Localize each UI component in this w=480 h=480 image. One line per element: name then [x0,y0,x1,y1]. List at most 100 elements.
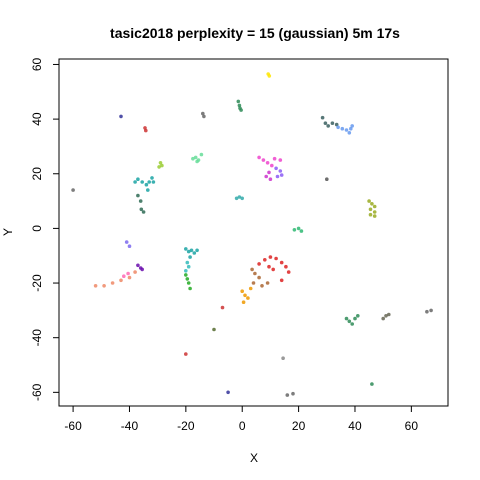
data-point [321,116,325,120]
data-point [260,284,264,288]
data-point [336,126,340,130]
data-point [242,300,246,304]
y-tick-label: 0 [30,225,44,232]
data-point [144,129,148,133]
data-point [200,153,204,157]
data-point [239,108,243,112]
x-tick-label: -20 [177,419,195,433]
data-point [147,180,151,184]
data-point [111,281,115,285]
data-point [280,279,284,283]
data-point [188,287,192,291]
data-point [373,205,377,209]
data-point [128,276,132,280]
data-point [252,281,256,285]
data-point [133,180,137,184]
data-point [264,175,268,179]
data-point [270,164,274,168]
data-point [267,265,271,269]
data-point [370,382,374,386]
data-point [226,391,230,395]
data-point [291,392,295,396]
data-point [212,328,216,332]
chart-title: tasic2018 perplexity = 15 (gaussian) 5m … [110,25,400,41]
data-point [325,177,329,181]
x-axis-label: X [250,451,258,465]
x-tick-label: -40 [121,419,139,433]
data-point [152,180,156,184]
data-point [269,255,273,259]
data-point [297,227,301,231]
data-point [274,167,278,171]
data-point [190,249,194,253]
data-point [286,393,290,397]
x-tick-label: -60 [64,419,82,433]
data-point [102,284,106,288]
data-point [268,74,272,78]
data-point [128,244,132,248]
data-point [133,270,137,274]
data-point [122,274,126,278]
data-point [281,356,285,360]
data-point [356,314,360,318]
data-point [240,289,244,293]
data-point [350,322,354,326]
data-point [195,160,199,164]
data-point [246,296,250,300]
data-point [94,284,98,288]
data-point [140,180,144,184]
data-point [150,176,154,180]
data-point [287,270,291,274]
y-tick-label: -20 [30,274,44,292]
data-point [429,309,433,313]
data-point [184,273,188,277]
data-point [348,131,352,135]
data-point [280,261,284,265]
data-point [257,262,261,266]
data-point [187,265,191,269]
data-point [240,197,244,201]
data-point [194,156,198,160]
data-point [367,199,371,203]
data-point [146,188,150,192]
data-point [262,158,266,162]
data-point [125,240,129,244]
data-point [381,317,385,321]
data-point [266,281,270,285]
data-point [369,208,373,212]
data-point [140,268,144,272]
data-point [280,173,284,177]
y-tick-label: 60 [30,57,44,71]
data-point [370,202,374,206]
data-point [257,276,261,280]
data-point [387,313,391,317]
data-point [350,124,354,128]
data-point [373,210,377,214]
data-point [257,156,261,160]
data-point [284,265,288,269]
y-axis: -60-40-200204060 [30,57,59,401]
data-point [425,310,429,314]
data-point [237,100,241,104]
y-tick-label: 40 [30,112,44,126]
data-point [369,213,373,217]
data-point [250,268,254,272]
data-point [243,294,247,298]
data-point [221,306,225,310]
data-point [348,320,352,324]
data-point [202,115,206,119]
x-axis: -60 -40 -20 0 20 40 60 [64,406,418,433]
data-point [341,127,345,131]
data-point [188,255,192,259]
x-tick-label: 0 [239,419,246,433]
data-point [119,115,123,119]
data-point [326,124,330,128]
data-point [271,268,275,272]
data-point [184,269,188,273]
data-point [184,352,188,356]
data-point [276,175,280,179]
data-point [373,214,377,218]
x-tick-label: 60 [405,419,419,433]
data-point [345,128,349,132]
